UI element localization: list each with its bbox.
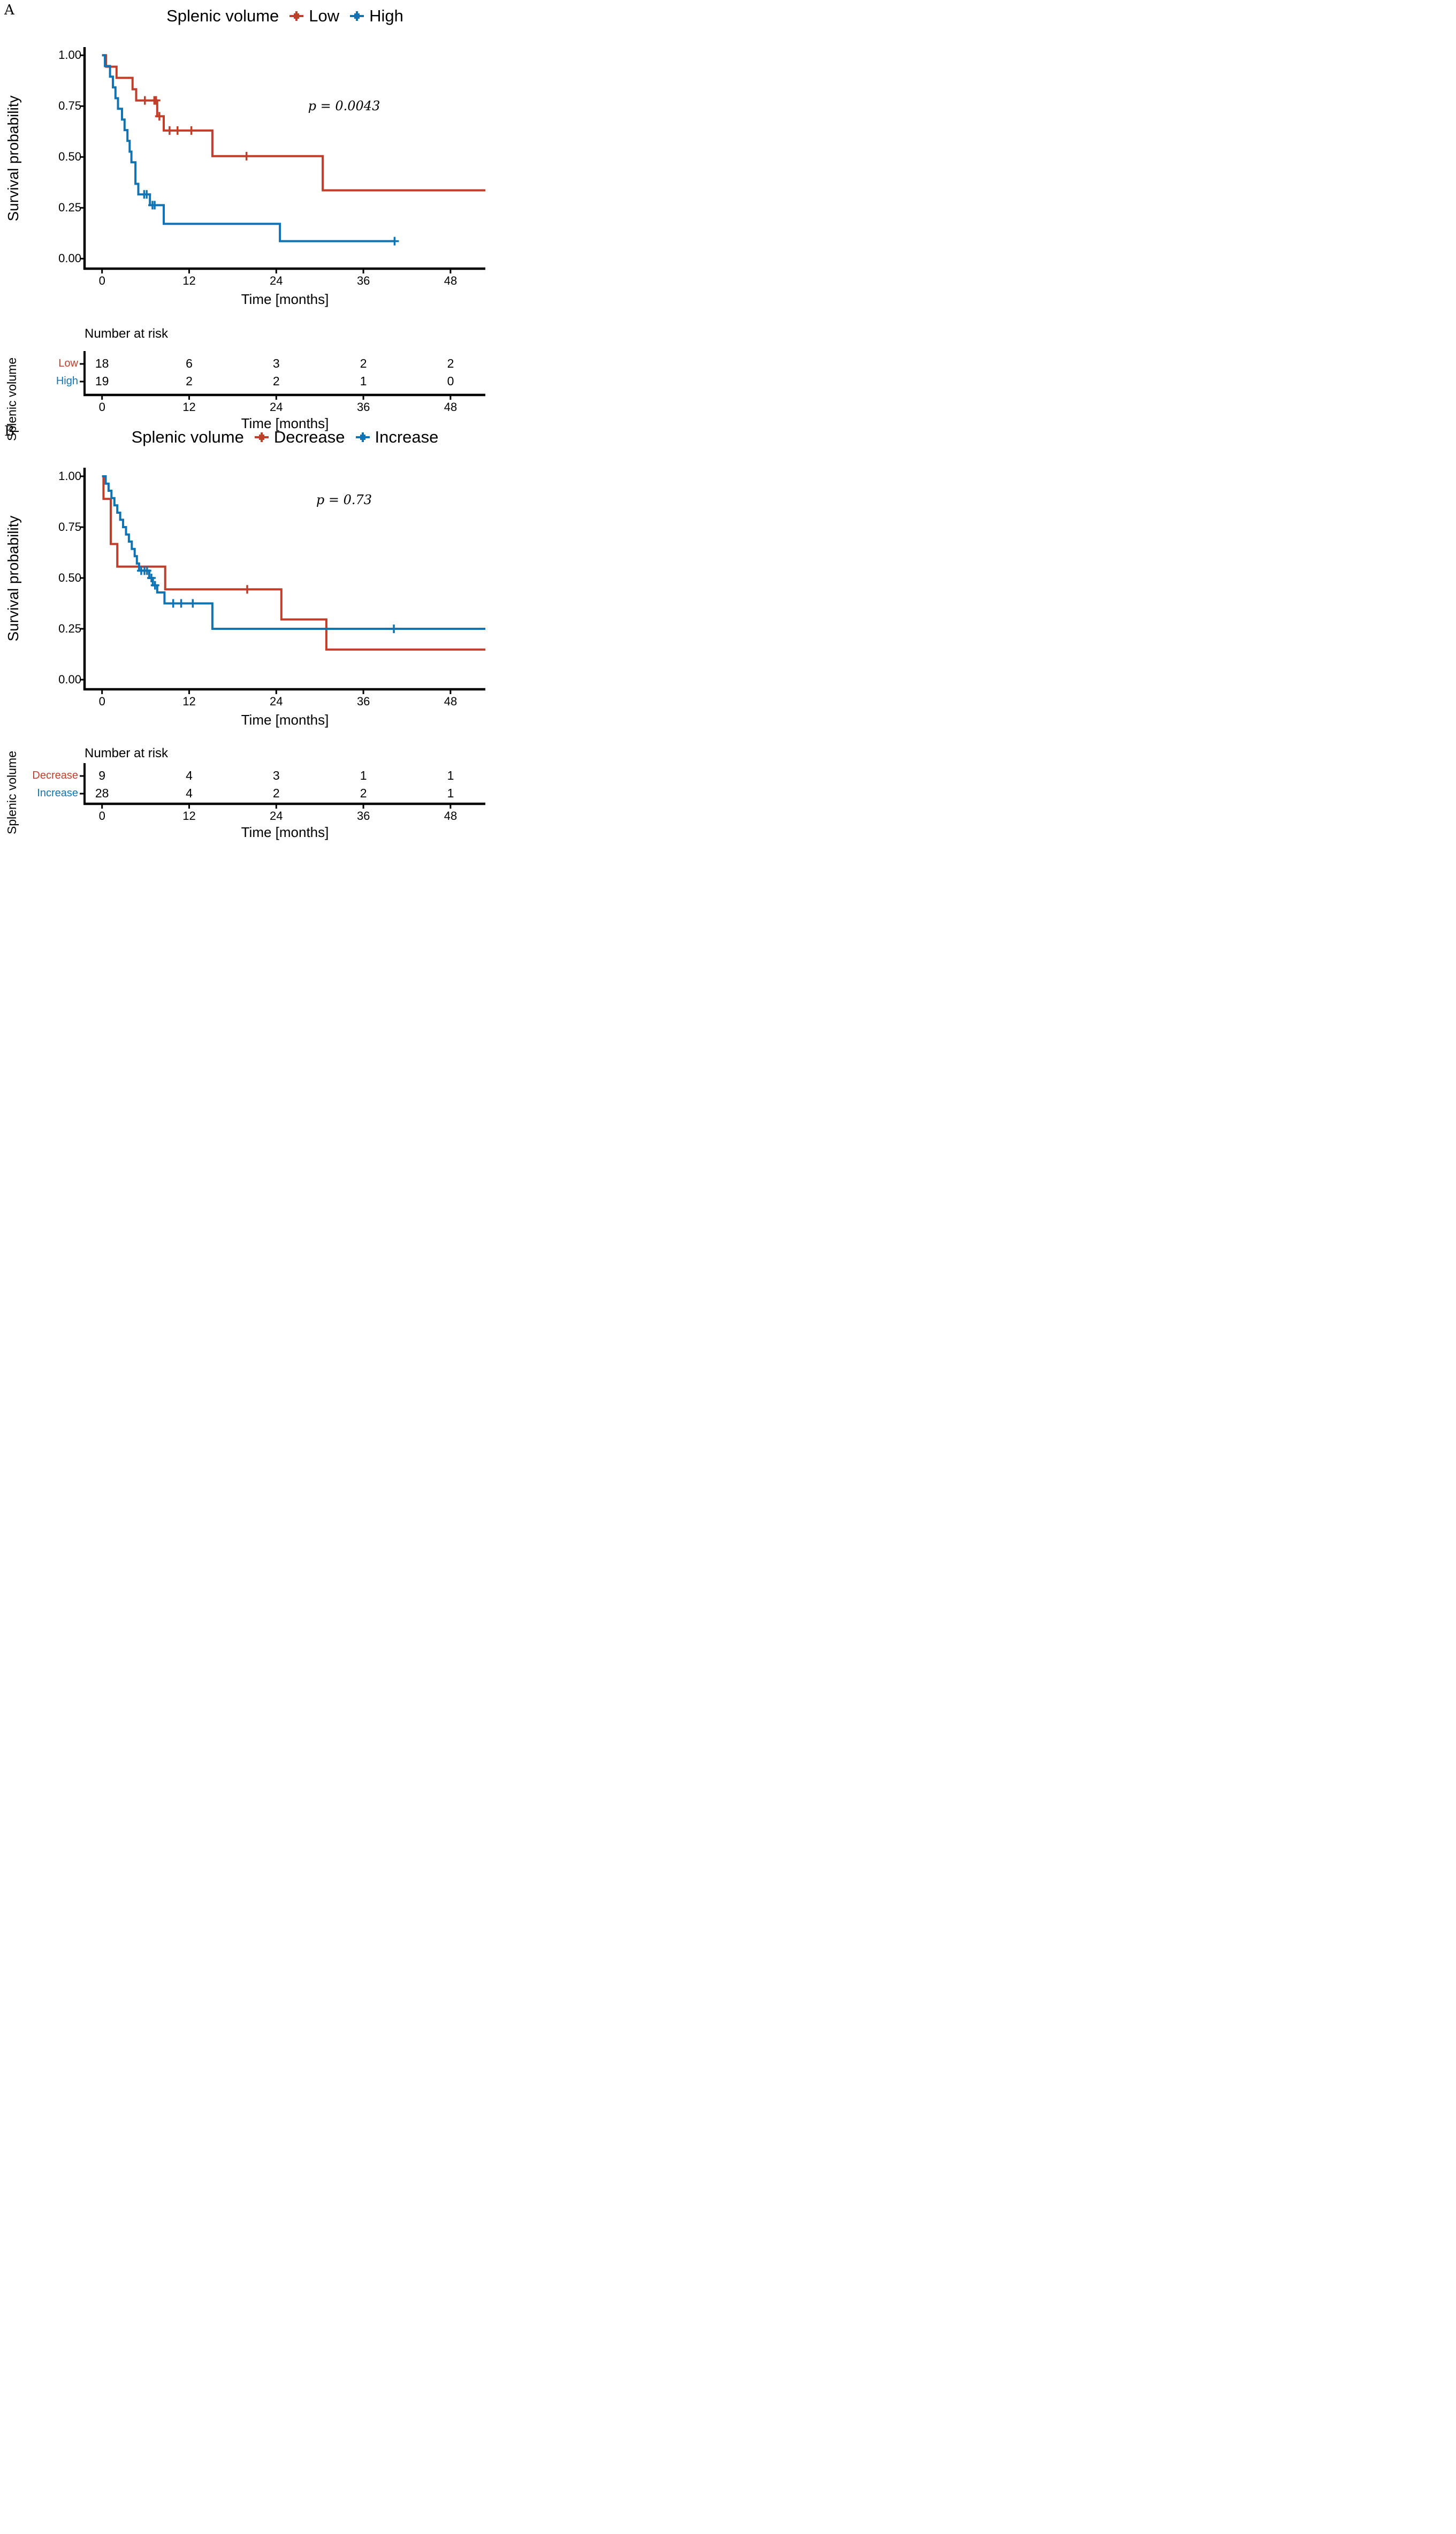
panel-b-risk-row-label-decrease: Decrease <box>32 770 78 781</box>
legend-label-high: High <box>369 6 403 25</box>
panel-b-ylabel: Survival probability <box>5 515 21 642</box>
panel-b-title-row: Splenic volume Decrease Increase <box>85 428 485 447</box>
km-plus-marker-icon <box>254 432 269 443</box>
panel-a-risk-xlabel: Time [months] <box>241 415 329 431</box>
panel-a-risk-xtick: 12 <box>182 400 196 414</box>
risk-value: 1 <box>360 374 367 388</box>
panel-a-ylabel: Survival probability <box>5 95 21 222</box>
risk-value: 2 <box>272 786 280 800</box>
risk-value: 4 <box>186 786 193 800</box>
panel-b-risk-group-label: Splenic volume <box>5 751 19 834</box>
risk-value: 2 <box>360 786 367 800</box>
km-plus-marker-icon <box>289 11 304 21</box>
panel-b-title: Splenic volume <box>131 428 244 446</box>
legend-label-increase: Increase <box>375 428 439 446</box>
risk-value: 6 <box>186 356 193 370</box>
panel-b-risk-header: Number at risk <box>85 746 169 760</box>
panel-a-title-row: Splenic volume Low High <box>85 6 485 26</box>
legend-item-high: High <box>350 6 403 26</box>
panel-b-risk-xtick: 36 <box>356 809 370 823</box>
panel-a-ytick: 0.00 <box>58 252 81 265</box>
risk-value: 1 <box>360 768 367 782</box>
risk-value: 2 <box>272 374 280 388</box>
panel-a-p-value: p = 0.0043 <box>308 98 380 113</box>
panel-a-risk-xtick: 0 <box>98 400 105 414</box>
risk-value: 4 <box>186 768 193 782</box>
panel-a-risk-xtick: 36 <box>356 400 370 414</box>
legend-label-low: Low <box>309 6 340 25</box>
panel-b-ytick: 0.50 <box>58 571 81 584</box>
panel-a-xtick: 12 <box>182 274 196 287</box>
panel-b-ytick: 1.00 <box>58 469 81 483</box>
panel-b-xtick: 12 <box>182 695 196 708</box>
risk-value: 18 <box>95 356 109 370</box>
risk-value: 1 <box>447 768 454 782</box>
panel-b-risk-xtick: 0 <box>98 809 105 823</box>
figure-page: A Splenic volume Low High p = 0.0043 Sur… <box>0 0 485 844</box>
panel-a-xlabel: Time [months] <box>241 291 329 307</box>
km-plus-marker-icon <box>355 432 370 443</box>
panel-b-xtick: 0 <box>98 695 105 708</box>
panel-a-xtick: 48 <box>444 274 458 287</box>
legend-item-decrease: Decrease <box>254 428 345 447</box>
panel-a-xtick: 36 <box>356 274 370 287</box>
legend-label-decrease: Decrease <box>273 428 345 446</box>
panel-b-risk-xtick: 24 <box>270 809 283 823</box>
risk-value: 2 <box>186 374 193 388</box>
panel-a-risk-group-label: Splenic volume <box>5 357 19 441</box>
panel-b-xlabel: Time [months] <box>241 712 329 728</box>
panel-b-risk-row-label-increase: Increase <box>37 787 78 799</box>
risk-value: 0 <box>447 374 454 388</box>
risk-value: 3 <box>272 768 280 782</box>
panel-b-ytick: 0.75 <box>58 520 81 534</box>
panel-a-ytick: 0.25 <box>58 201 81 214</box>
panel-b-xtick: 24 <box>270 695 283 708</box>
panel-a-ytick: 1.00 <box>58 48 81 62</box>
panel-b-risk-xtick: 12 <box>182 809 196 823</box>
panel-a-label: A <box>4 2 14 18</box>
legend-item-increase: Increase <box>355 428 439 447</box>
km-curves-canvas <box>80 47 485 809</box>
panel-a-xtick: 0 <box>98 274 105 287</box>
panel-b-p-value: p = 0.73 <box>316 492 372 507</box>
panel-b-ytick: 0.25 <box>58 622 81 635</box>
km-plus-marker-icon <box>350 11 364 21</box>
risk-value: 28 <box>95 786 109 800</box>
panel-a-risk-row-label-high: High <box>56 375 78 387</box>
panel-b-xtick: 48 <box>444 695 458 708</box>
panel-b-risk-xlabel: Time [months] <box>241 824 329 840</box>
panel-a-ytick: 0.50 <box>58 150 81 163</box>
panel-b-label: B <box>4 423 15 439</box>
panel-a-risk-row-label-low: Low <box>58 357 78 369</box>
panel-b-ytick: 0.00 <box>58 673 81 686</box>
risk-value: 3 <box>272 356 280 370</box>
panel-a-title: Splenic volume <box>166 6 279 25</box>
panel-a-risk-header: Number at risk <box>85 326 169 341</box>
panel-b-risk-xtick: 48 <box>444 809 458 823</box>
risk-value: 19 <box>95 374 109 388</box>
panel-a-ytick: 0.75 <box>58 99 81 112</box>
panel-a-risk-xtick: 24 <box>270 400 283 414</box>
panel-a-xtick: 24 <box>270 274 283 287</box>
panel-b-xtick: 36 <box>356 695 370 708</box>
panel-a-risk-xtick: 48 <box>444 400 458 414</box>
risk-value: 1 <box>447 786 454 800</box>
risk-value: 2 <box>447 356 454 370</box>
risk-value: 9 <box>98 768 106 782</box>
legend-item-low: Low <box>289 6 339 26</box>
risk-value: 2 <box>360 356 367 370</box>
